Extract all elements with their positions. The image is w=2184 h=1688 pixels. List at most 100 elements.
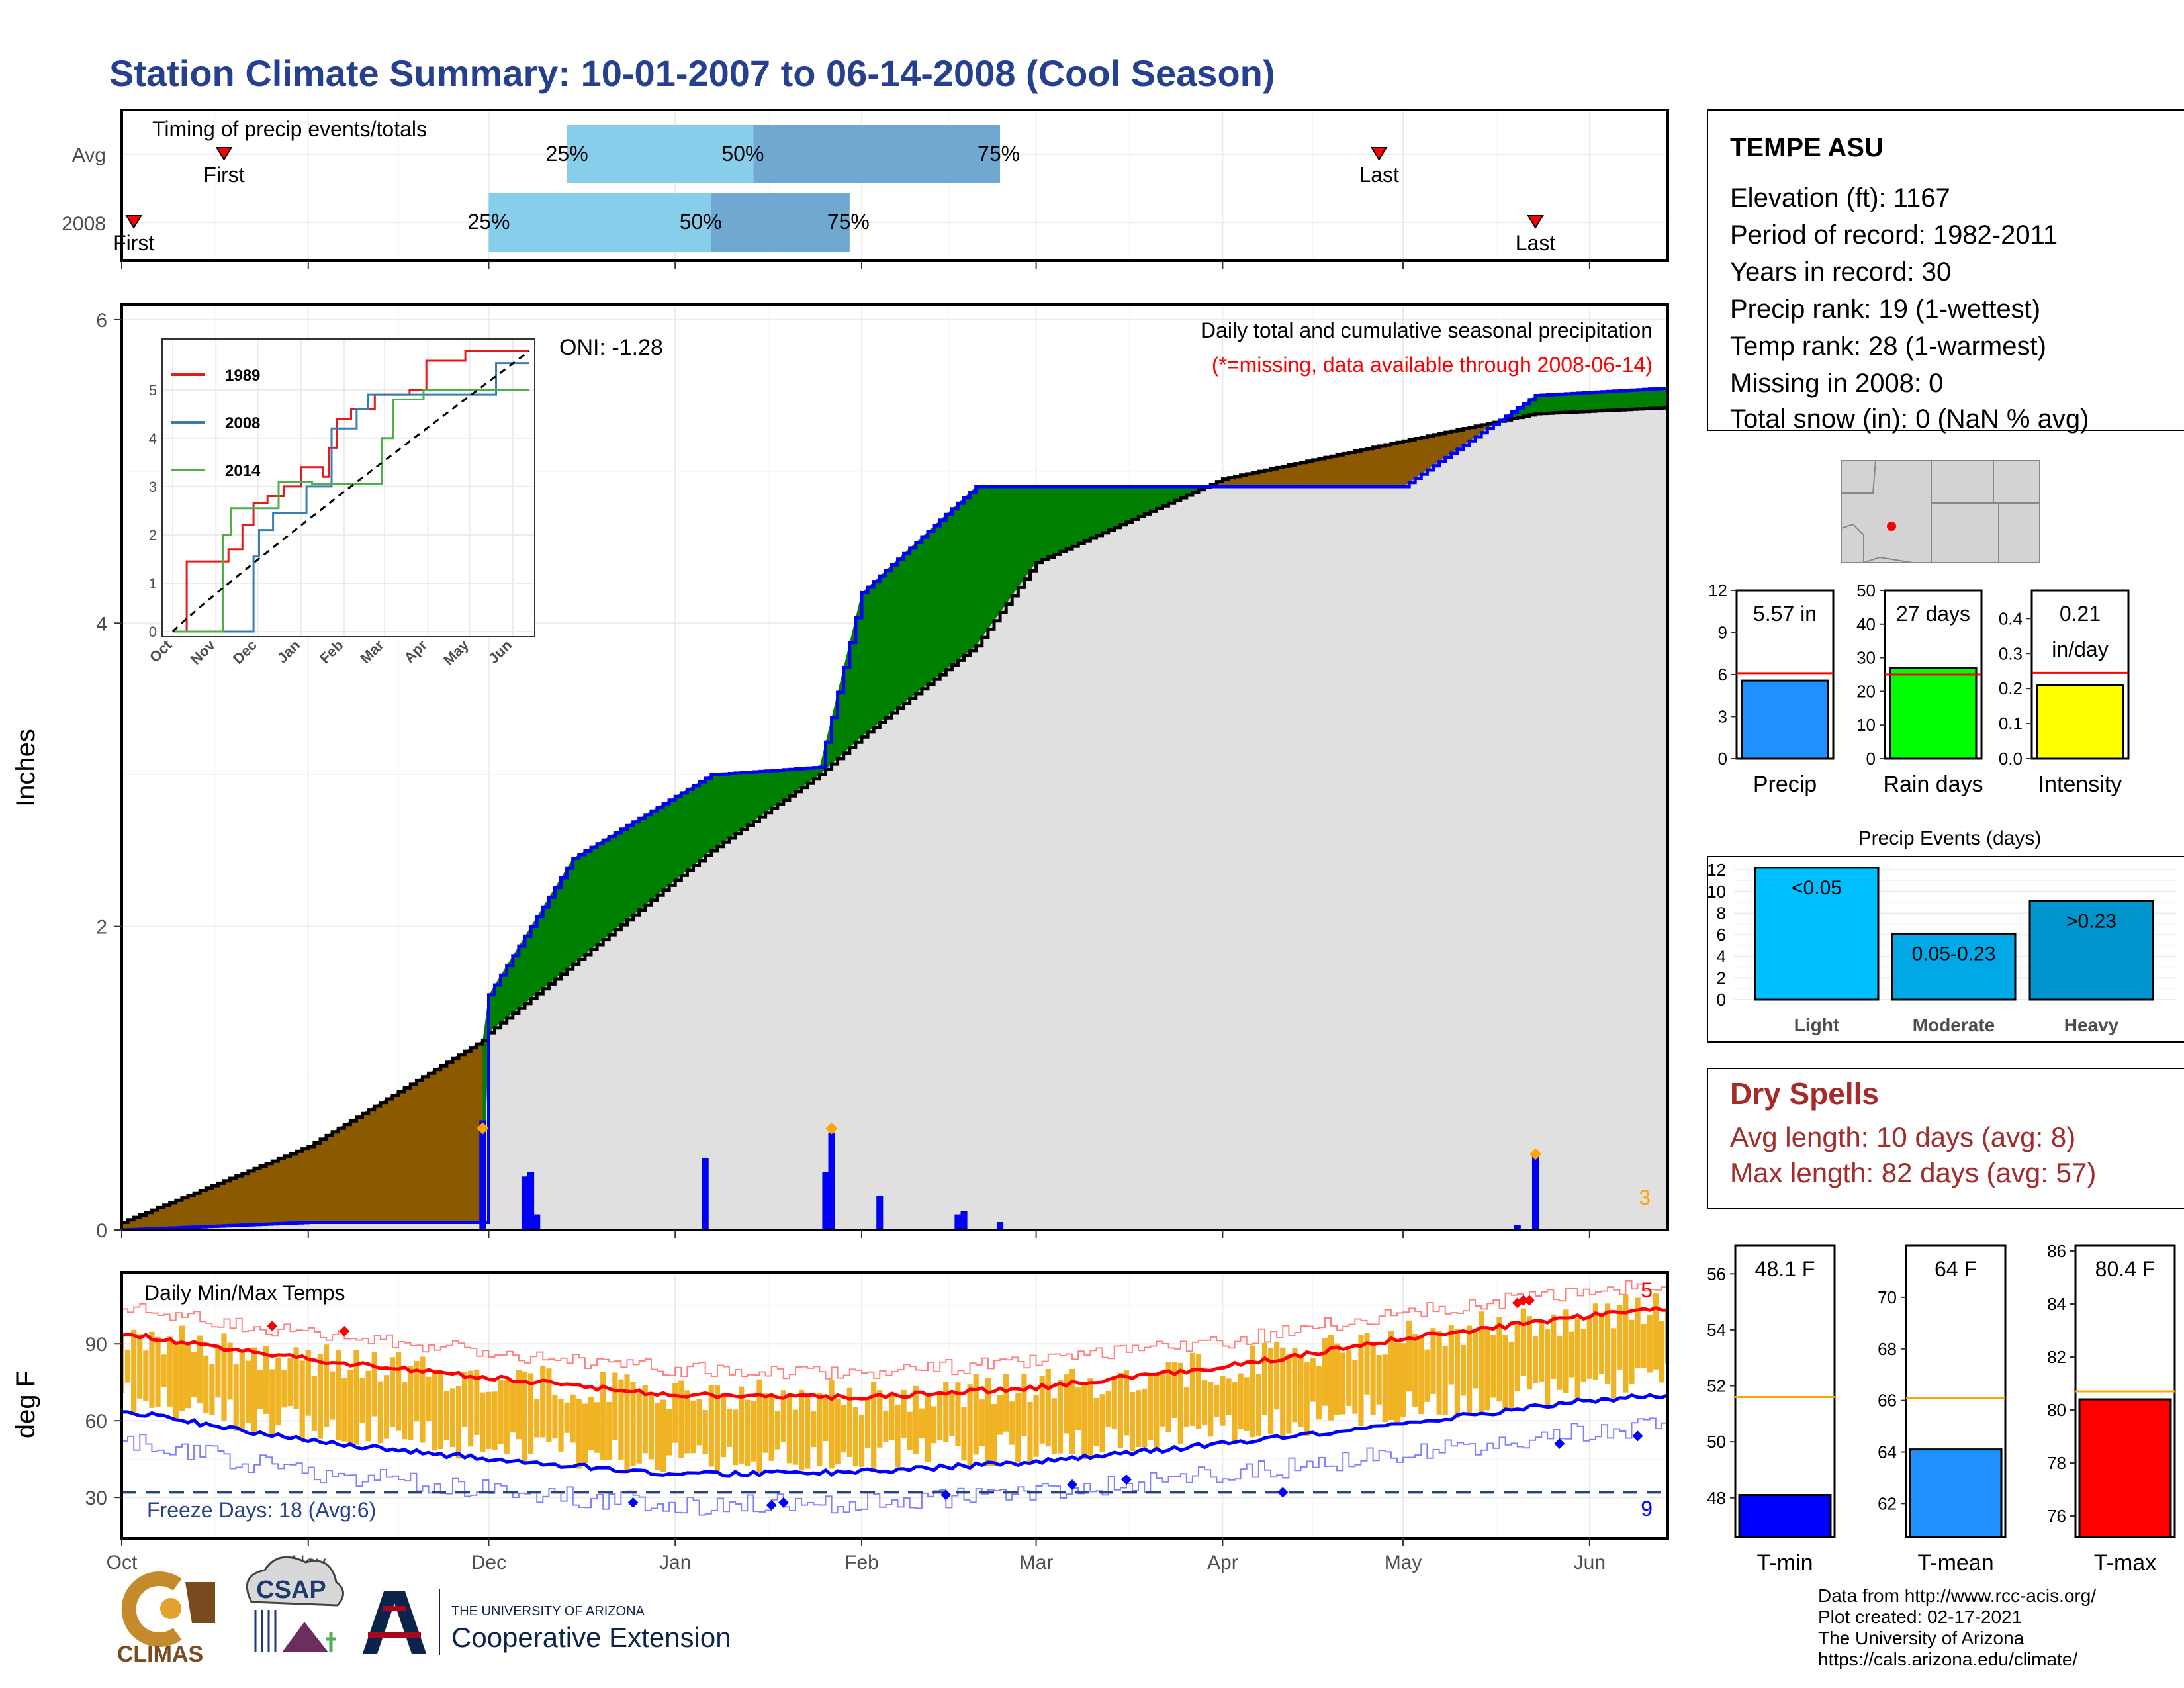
temp-bar-y-tick: 78 <box>2047 1453 2066 1473</box>
daily-temp-bar <box>534 1399 540 1438</box>
footer-line-url: https://cals.arizona.edu/climate/ <box>1818 1649 2077 1669</box>
timing-pct-25: 25% <box>546 142 588 165</box>
daily-temp-bar <box>702 1410 708 1454</box>
daily-temp-bar <box>1009 1401 1015 1445</box>
daily-temp-bar <box>997 1395 1003 1435</box>
daily-temp-bar <box>979 1399 985 1446</box>
daily-temp-bar <box>1664 1312 1668 1364</box>
daily-temp-bar <box>1280 1347 1286 1438</box>
daily-temp-bar <box>1051 1398 1057 1454</box>
daily-temp-bar <box>1460 1344 1467 1396</box>
precip-events-y-tick: 8 <box>1717 903 1726 923</box>
daily-temp-bar <box>1202 1380 1208 1425</box>
daily-precip-bar <box>479 1120 486 1230</box>
precip-y-tick: 4 <box>96 613 107 635</box>
daily-temp-bar <box>1165 1362 1171 1432</box>
location-map <box>1841 460 2040 563</box>
daily-temp-bar <box>510 1381 516 1433</box>
daily-temp-bar <box>1557 1335 1563 1390</box>
inset-y-tick: 4 <box>149 430 157 447</box>
temp-record-marker <box>766 1499 777 1511</box>
daily-temp-bar <box>889 1395 895 1440</box>
daily-temp-bar <box>522 1371 528 1462</box>
mini-bar-y-tick: 0 <box>1866 749 1876 769</box>
daily-temp-bar <box>330 1371 336 1420</box>
mini-bar-y-tick: 0.4 <box>1999 608 2023 628</box>
daily-temp-bar <box>1171 1362 1177 1419</box>
precip-events-y-tick: 10 <box>1707 882 1726 902</box>
precip-frame <box>120 303 1669 1231</box>
daily-temp-bar <box>1346 1350 1352 1406</box>
mini-bar-y-tick: 30 <box>1856 648 1876 668</box>
timing-first-label: First <box>203 163 244 187</box>
station-period: Period of record: 1982-2011 <box>1730 220 2058 250</box>
precip-event-value-label: 0.05-0.23 <box>1912 943 1996 964</box>
mini-bar-y-tick: 0.1 <box>1999 714 2023 733</box>
temp-bar-value-label: 48.1 F <box>1755 1257 1815 1281</box>
x-month-tick: May <box>1385 1552 1422 1573</box>
daily-temp-bar <box>239 1350 245 1431</box>
daily-temp-bar <box>498 1380 504 1444</box>
daily-temp-bar <box>173 1342 179 1419</box>
daily-temp-bar <box>1430 1328 1436 1394</box>
max-event-marker <box>1529 1148 1542 1160</box>
inset-normal-line <box>171 350 530 633</box>
station-precip-rank: Precip rank: 19 (1-wettest) <box>1730 295 2040 324</box>
daily-temp-bar <box>1208 1382 1214 1437</box>
daily-temp-bar <box>1545 1329 1551 1408</box>
daily-temp-bar <box>1574 1318 1580 1401</box>
precip-event-label: Heavy <box>2064 1015 2119 1035</box>
daily-temp-bar <box>1142 1388 1148 1448</box>
x-month-tick: Apr <box>1207 1552 1238 1573</box>
daily-temp-bar <box>1484 1329 1490 1411</box>
daily-temp-bar <box>336 1350 341 1440</box>
daily-temp-bar <box>1244 1377 1250 1431</box>
max-event-marker <box>477 1122 489 1135</box>
daily-temp-bar <box>720 1397 727 1458</box>
x-month-tick: Mar <box>1019 1552 1054 1573</box>
temp-record-marker <box>1518 1295 1529 1306</box>
daily-temp-bar <box>1093 1397 1099 1446</box>
daily-temp-bar <box>1195 1354 1202 1429</box>
daily-temp-bar <box>877 1390 883 1448</box>
climas-logo-text: CLIMAS <box>117 1642 203 1667</box>
daily-temp-bar <box>931 1406 937 1444</box>
inset-line-2008 <box>173 362 529 633</box>
oni-label: ONI: -1.28 <box>559 335 663 360</box>
daily-temp-bar <box>1298 1355 1304 1427</box>
temp-bar-y-tick: 62 <box>1878 1493 1897 1513</box>
daily-temp-bar <box>600 1372 606 1460</box>
daily-temp-bar <box>696 1399 702 1446</box>
daily-temp-bar <box>377 1381 383 1444</box>
daily-temp-bar <box>1238 1373 1244 1430</box>
daily-temp-bar <box>396 1351 402 1431</box>
temp-y-tick: 30 <box>85 1487 107 1509</box>
daily-temp-bar <box>221 1333 227 1421</box>
temp-bar-value-label: 80.4 F <box>2095 1257 2156 1281</box>
daily-temp-bar <box>1177 1362 1183 1444</box>
daily-temp-bar <box>1617 1305 1623 1370</box>
precip-actual-line <box>122 387 1668 1230</box>
daily-temp-bar <box>612 1372 618 1440</box>
daily-temp-bar <box>1123 1370 1130 1436</box>
daily-precip-bar <box>822 1172 829 1230</box>
temp-frame <box>120 1271 1669 1540</box>
daily-temp-bar <box>1539 1320 1545 1382</box>
precip-below-normal-area <box>122 1040 483 1230</box>
daily-temp-bar <box>1220 1376 1226 1426</box>
temp-y-tick: 90 <box>85 1334 107 1356</box>
daily-temp-bar <box>925 1395 931 1463</box>
daily-temp-bar <box>275 1357 281 1426</box>
daily-temp-bar <box>630 1382 636 1466</box>
timing-panel: 25% 50% 75% First Last 25% 50% 75% First Last Tim… <box>62 109 1669 262</box>
temp-record-marker <box>339 1325 350 1336</box>
station-years: Years in record: 30 <box>1730 258 1951 287</box>
daily-temp-bar <box>383 1375 390 1439</box>
daily-temp-bar <box>726 1409 733 1447</box>
daily-temp-bar <box>1436 1331 1442 1415</box>
daily-temp-bar <box>1448 1325 1454 1385</box>
daily-temp-bar <box>558 1399 564 1452</box>
daily-temp-bar <box>1598 1315 1605 1374</box>
